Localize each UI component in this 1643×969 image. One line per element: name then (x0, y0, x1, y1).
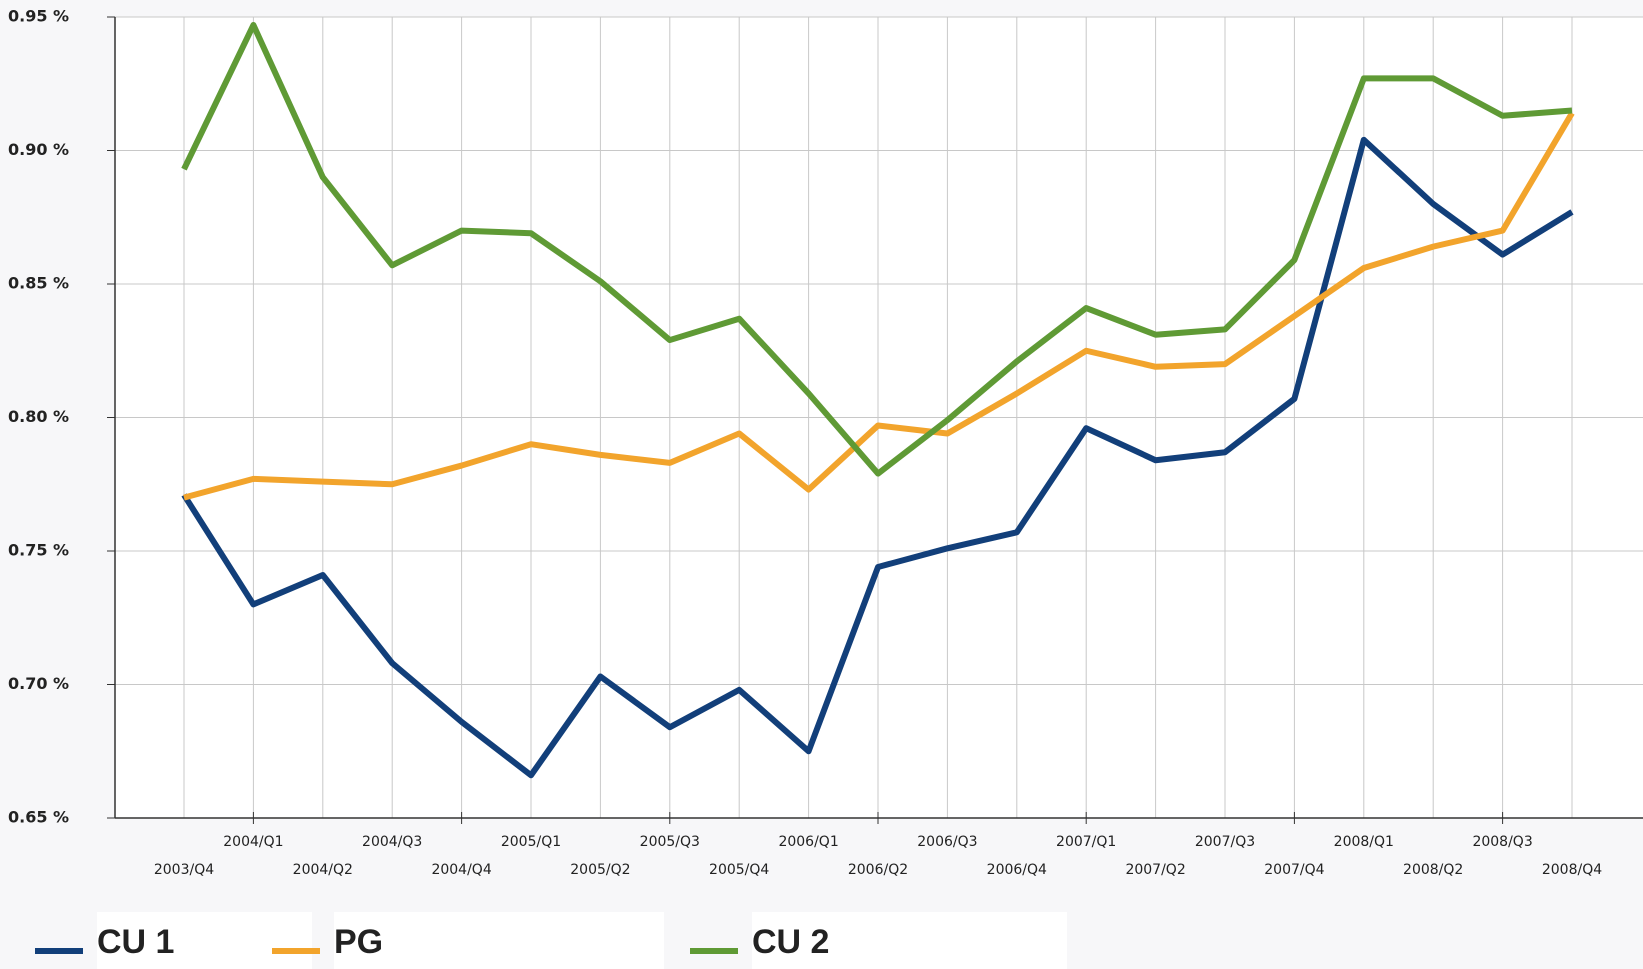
x-tick-label: 2007/Q4 (1264, 862, 1324, 878)
x-tick-label: 2005/Q4 (709, 862, 769, 878)
series-line (183, 111, 1575, 501)
legend-box (97, 912, 312, 969)
legend-box (334, 912, 664, 969)
x-tick-label: 2008/Q4 (1542, 862, 1602, 878)
x-tick-label: 2007/Q2 (1125, 862, 1185, 878)
series-line (181, 136, 1574, 779)
x-tick-label: 2006/Q3 (917, 834, 977, 850)
legend-label: PG (334, 923, 383, 961)
y-tick-label: 0.75 % (8, 541, 69, 560)
x-tick-label: 2004/Q2 (293, 862, 353, 878)
x-tick-label: 2008/Q3 (1472, 834, 1532, 850)
x-tick-label: 2007/Q1 (1056, 834, 1116, 850)
series-line (181, 22, 1573, 477)
x-tick-label: 2003/Q4 (154, 862, 214, 878)
x-tick-label: 2007/Q3 (1195, 834, 1255, 850)
legend-label: CU 2 (752, 923, 829, 961)
x-tick-label: 2006/Q4 (987, 862, 1047, 878)
y-tick-label: 0.80 % (8, 407, 69, 426)
x-tick-label: 2006/Q1 (778, 834, 838, 850)
x-tick-label: 2004/Q1 (223, 834, 283, 850)
y-tick-label: 0.90 % (8, 140, 69, 159)
x-tick-label: 2005/Q3 (640, 834, 700, 850)
y-tick-label: 0.95 % (8, 7, 69, 26)
x-tick-label: 2004/Q3 (362, 834, 422, 850)
x-tick-label: 2004/Q4 (431, 862, 491, 878)
x-tick-label: 2006/Q2 (848, 862, 908, 878)
x-tick-label: 2005/Q2 (570, 862, 630, 878)
x-tick-label: 2005/Q1 (501, 834, 561, 850)
y-tick-label: 0.85 % (8, 274, 69, 293)
x-tick-label: 2008/Q1 (1334, 834, 1394, 850)
x-tick-label: 2008/Q2 (1403, 862, 1463, 878)
legend-label: CU 1 (97, 923, 174, 961)
y-tick-label: 0.70 % (8, 674, 69, 693)
y-tick-label: 0.65 % (8, 808, 69, 827)
legend-box (752, 912, 1067, 969)
